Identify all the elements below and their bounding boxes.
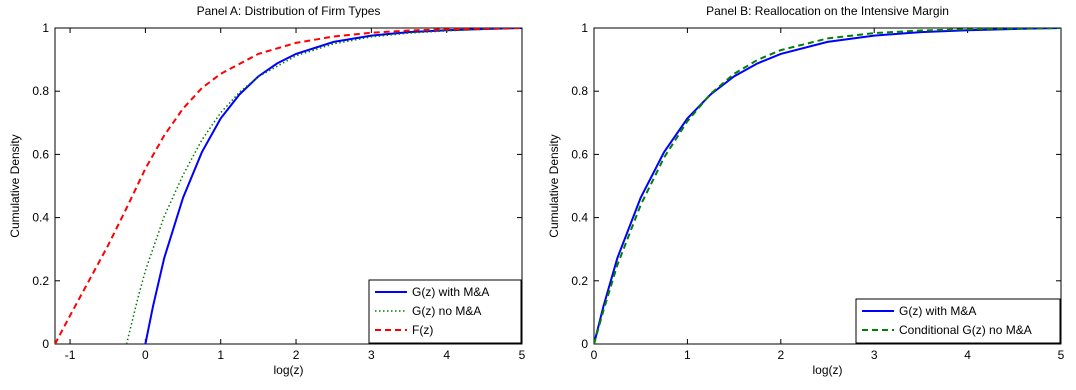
panel-title: Panel B: Reallocation on the Intensive M… [706, 4, 949, 18]
x-tick-label: 0 [142, 348, 149, 362]
x-tick-label: 4 [443, 348, 450, 362]
series-line [594, 28, 1061, 344]
axes-box [593, 27, 1062, 345]
series-line [594, 28, 1061, 344]
x-tick-label: 3 [871, 348, 878, 362]
y-tick-label: 0.2 [32, 274, 49, 288]
x-axis-label: log(z) [812, 363, 842, 377]
panel-title: Panel A: Distribution of Firm Types [197, 4, 381, 18]
x-tick-label: 5 [519, 348, 526, 362]
y-tick-label: 0.6 [571, 147, 588, 161]
series-line [144, 28, 522, 344]
legend-box [855, 298, 1061, 344]
y-tick-label: 0.8 [32, 84, 49, 98]
legend-label: F(z) [412, 323, 433, 337]
legend-label: G(z) with M&A [899, 304, 976, 318]
legend-box [368, 279, 522, 344]
x-tick-label: -1 [65, 348, 76, 362]
panel-a: Panel A: Distribution of Firm Types -1 0 1 2… [8, 4, 526, 377]
y-tick-label: 0 [581, 337, 588, 351]
y-axis-label: Cumulative Density [8, 134, 22, 237]
legend-label: G(z) with M&A [412, 285, 489, 299]
legend: G(z) with M&A G(z) no M&A F(z) [368, 279, 522, 344]
y-tick-label: 0.2 [571, 274, 588, 288]
y-tick-label: 1 [42, 21, 49, 35]
y-tick-label: 0.6 [32, 147, 49, 161]
x-tick-label: 2 [293, 348, 300, 362]
x-axis-label: log(z) [273, 363, 303, 377]
x-tick-label: 1 [217, 348, 224, 362]
y-tick-label: 1 [581, 21, 588, 35]
y-axis-label: Cumulative Density [547, 134, 561, 237]
series-line [125, 28, 522, 344]
y-tick-label: 0.4 [571, 211, 588, 225]
legend-label: G(z) no M&A [412, 304, 481, 318]
x-tick-label: 4 [964, 348, 971, 362]
legend-label: Conditional G(z) no M&A [899, 323, 1032, 337]
y-tick-label: 0.4 [32, 211, 49, 225]
y-tick-label: 0 [42, 337, 49, 351]
x-tick-label: 3 [368, 348, 375, 362]
y-tick-label: 0.8 [571, 84, 588, 98]
panel-b: Panel B: Reallocation on the Intensive M… [547, 4, 1065, 377]
x-tick-label: 0 [591, 348, 598, 362]
axes-box [54, 27, 523, 345]
x-tick-label: 5 [1058, 348, 1065, 362]
x-tick-label: 1 [684, 348, 691, 362]
x-tick-label: 2 [777, 348, 784, 362]
series-line [55, 28, 522, 344]
legend: G(z) with M&A Conditional G(z) no M&A [855, 298, 1061, 344]
